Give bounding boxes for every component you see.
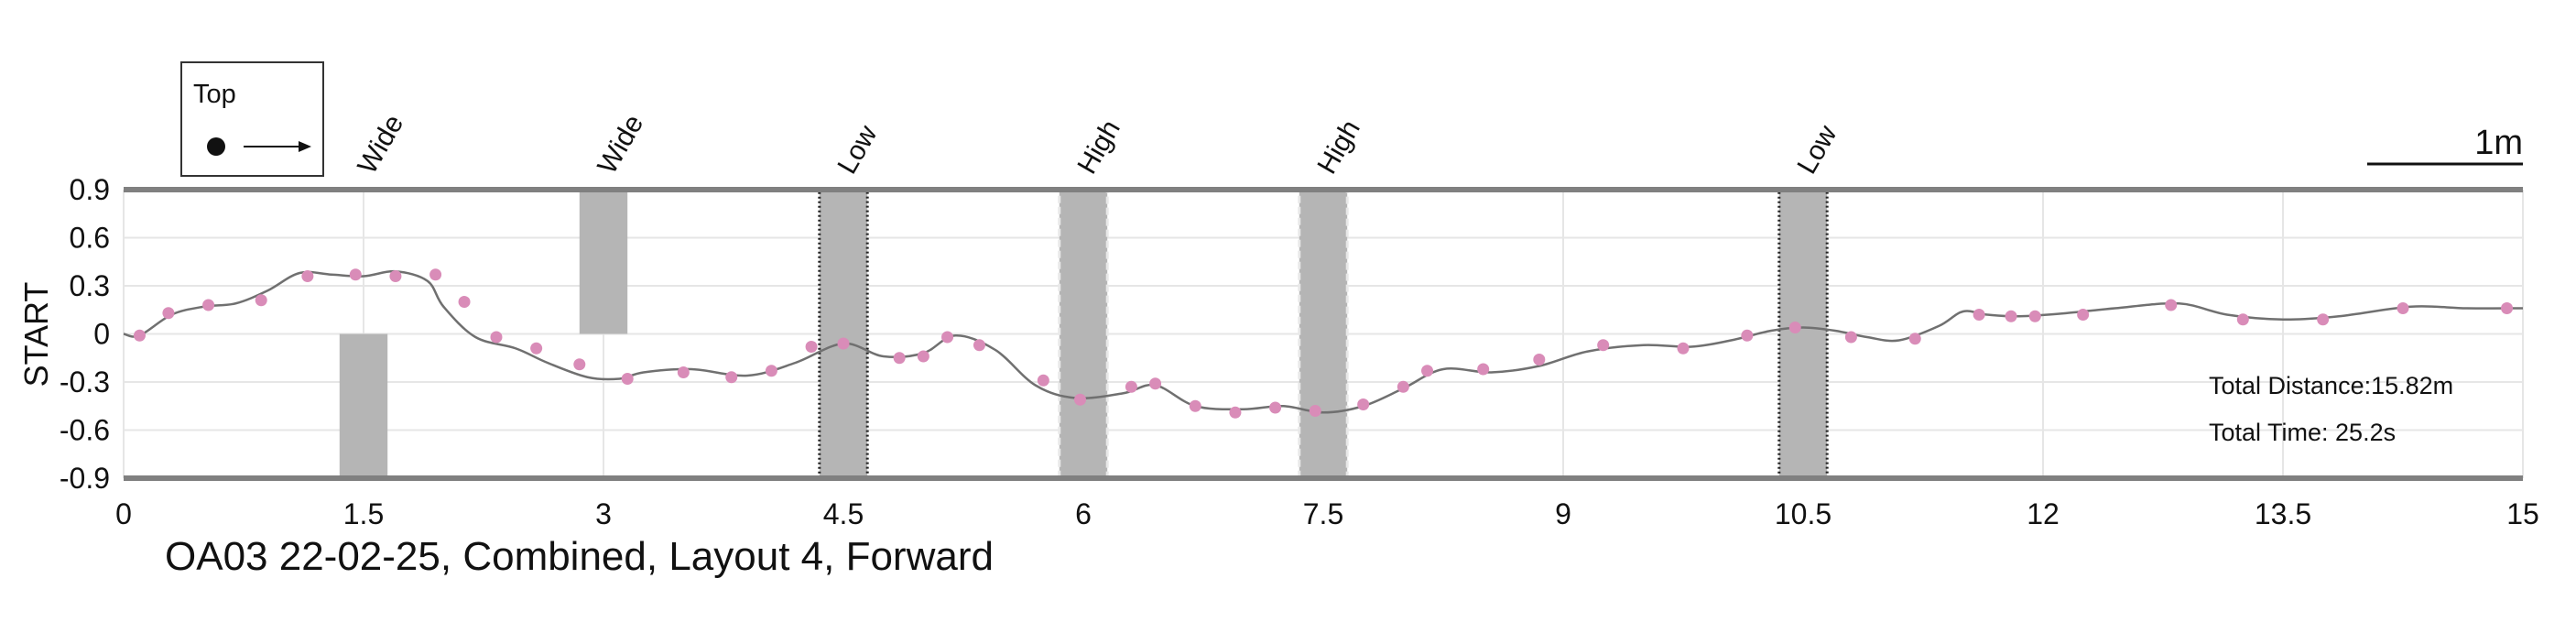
data-point [1973, 309, 1985, 321]
data-point [973, 339, 985, 351]
data-point [2077, 309, 2089, 321]
data-point [1789, 322, 1801, 333]
data-point [162, 307, 174, 319]
y-tick-label: 0.3 [70, 269, 110, 302]
y-tick-label: -0.6 [60, 414, 110, 447]
data-point [1074, 394, 1086, 406]
data-point [2317, 313, 2329, 325]
data-point [1477, 364, 1489, 376]
y-tick-label: -0.3 [60, 366, 110, 398]
data-point [459, 296, 471, 308]
total-time-annotation: Total Time: 25.2s [2209, 419, 2396, 446]
data-point [1190, 400, 1201, 412]
obstacle-4 [1060, 190, 1107, 478]
x-tick-label: 4.5 [823, 497, 864, 530]
data-point [2005, 311, 2017, 322]
data-point [838, 338, 850, 350]
data-point [202, 300, 214, 311]
legend-label: Top [193, 80, 236, 109]
data-point [389, 270, 401, 282]
obstacle-labels: Wide Wide Low High High Low [352, 110, 1842, 180]
data-point [725, 371, 737, 383]
obstacle-label-3: Low [831, 120, 883, 179]
data-point [1421, 365, 1433, 377]
obstacle-1 [340, 334, 387, 479]
data-point [429, 268, 441, 280]
data-point [1149, 377, 1161, 389]
data-point [918, 351, 929, 363]
scale-bar-label: 1m [2474, 124, 2523, 162]
x-tick-label: 13.5 [2255, 497, 2311, 530]
x-tick-label: 1.5 [343, 497, 384, 530]
data-point [1597, 339, 1609, 351]
obstacle-label-1: Wide [352, 110, 409, 180]
x-tick-label: 7.5 [1303, 497, 1343, 530]
data-point [573, 358, 585, 370]
data-point [1678, 343, 1690, 355]
obstacle-3 [820, 190, 867, 478]
x-tick-label: 3 [595, 497, 612, 530]
legend-dot-icon [207, 137, 225, 156]
obstacle-label-5: High [1311, 115, 1365, 180]
data-point [806, 341, 818, 353]
y-tick-labels: 0.9 0.6 0.3 0 -0.3 -0.6 -0.9 [60, 173, 110, 495]
data-point [2501, 302, 2513, 314]
data-point [2397, 302, 2409, 314]
x-tick-label: 12 [2027, 497, 2060, 530]
data-point [134, 330, 146, 342]
data-point [1845, 332, 1857, 344]
y-axis-label: START [17, 282, 55, 387]
data-point [766, 365, 777, 377]
x-tick-label: 6 [1075, 497, 1092, 530]
x-tick-label: 0 [115, 497, 132, 530]
data-point [2029, 311, 2041, 322]
data-point [1533, 354, 1545, 366]
obstacle-2 [580, 190, 627, 334]
data-point [1310, 405, 1321, 417]
data-point [1397, 381, 1409, 393]
data-point [1038, 375, 1049, 387]
obstacle-label-4: High [1071, 115, 1125, 180]
obstacle-label-6: Low [1791, 120, 1842, 179]
data-point [301, 270, 313, 282]
scale-bar: 1m [2367, 124, 2523, 164]
x-tick-labels: 0 1.5 3 4.5 6 7.5 9 10.5 12 13.5 15 [115, 497, 2539, 530]
data-point [1125, 381, 1137, 393]
data-point [1741, 330, 1753, 342]
y-tick-label: 0 [93, 318, 110, 351]
data-point [1269, 402, 1281, 414]
x-tick-label: 9 [1555, 497, 1571, 530]
data-point [622, 373, 634, 385]
data-point [490, 332, 502, 344]
obstacle-label-2: Wide [592, 110, 649, 180]
y-tick-label: 0.9 [70, 173, 110, 206]
data-point [255, 294, 267, 306]
data-point [350, 268, 362, 280]
data-point [894, 352, 906, 364]
data-point [1229, 407, 1241, 419]
chart-title: OA03 22-02-25, Combined, Layout 4, Forwa… [165, 534, 994, 579]
data-point [1909, 333, 1921, 344]
data-point [530, 343, 542, 355]
total-distance-annotation: Total Distance:15.82m [2209, 372, 2453, 399]
legend: Top [181, 62, 323, 176]
data-point [678, 366, 690, 378]
x-tick-label: 10.5 [1775, 497, 1831, 530]
data-point [2165, 300, 2177, 311]
y-tick-label: 0.6 [70, 222, 110, 255]
y-tick-label: -0.9 [60, 462, 110, 495]
data-point [1357, 398, 1369, 410]
x-tick-label: 15 [2506, 497, 2539, 530]
obstacle-5 [1299, 190, 1347, 478]
data-point [941, 332, 953, 344]
data-point [2237, 313, 2249, 325]
obstacle-6 [1779, 190, 1827, 478]
